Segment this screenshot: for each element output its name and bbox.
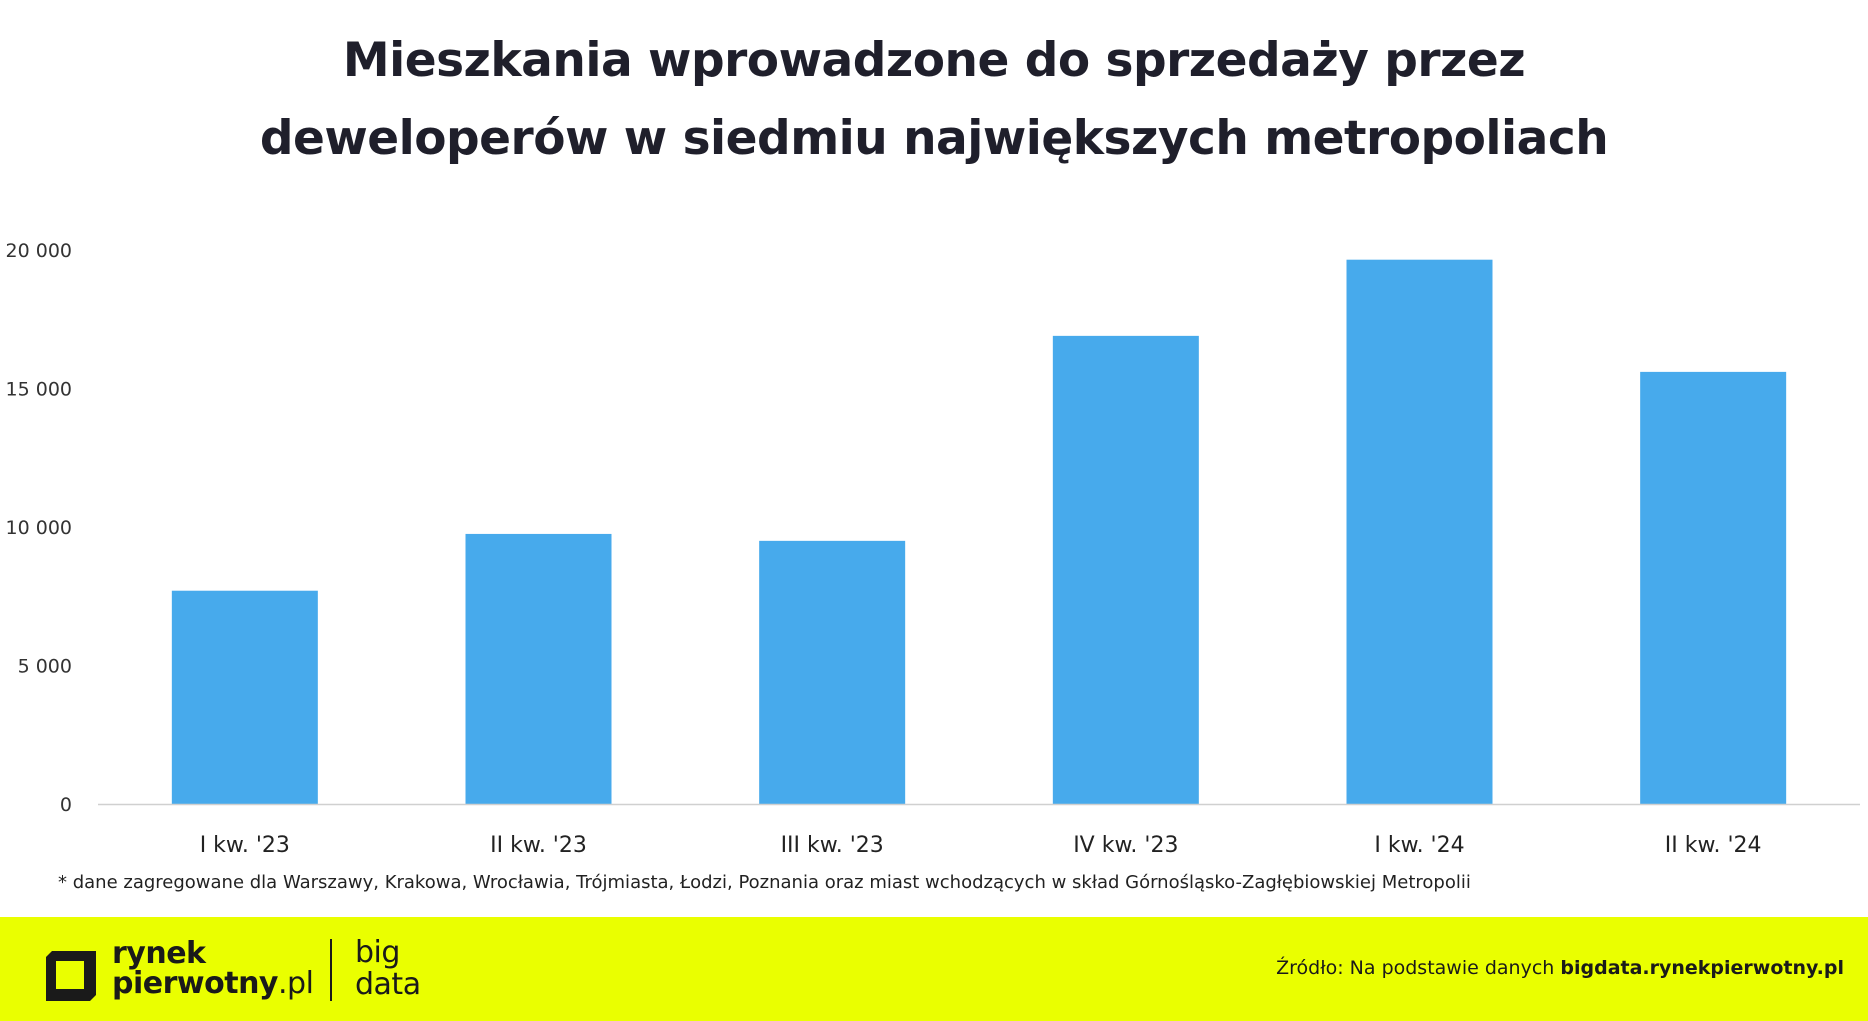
bar bbox=[1346, 259, 1493, 804]
chart-title: Mieszkania wprowadzone do sprzedaży prze… bbox=[0, 22, 1868, 178]
logo-divider bbox=[330, 939, 332, 1001]
y-tick-label: 15 000 bbox=[6, 379, 72, 401]
y-tick-label: 20 000 bbox=[6, 240, 72, 262]
source-site: bigdata.rynekpierwotny.pl bbox=[1560, 957, 1844, 979]
bar bbox=[759, 540, 906, 804]
x-tick-label: II kw. '23 bbox=[490, 833, 587, 858]
source-prefix: Źródło: Na podstawie danych bbox=[1276, 957, 1561, 979]
y-tick-label: 5 000 bbox=[18, 656, 72, 678]
source-note: Źródło: Na podstawie danych bigdata.ryne… bbox=[1276, 957, 1844, 979]
bigdata-logo-text: big data bbox=[355, 937, 421, 1001]
x-tick-label: I kw. '24 bbox=[1374, 833, 1464, 858]
bar-chart: 0 5 000 10 000 15 000 20 000 I kw. '23 II kw. … bbox=[6, 240, 1860, 858]
bar bbox=[1052, 335, 1199, 804]
x-tick-label: IV kw. '23 bbox=[1073, 833, 1178, 858]
y-tick-label: 10 000 bbox=[6, 517, 72, 539]
footnote: * dane zagregowane dla Warszawy, Krakowa… bbox=[58, 872, 1471, 893]
chart-title-line-1: Mieszkania wprowadzone do sprzedaży prze… bbox=[342, 33, 1526, 88]
sublogo-line-2: data bbox=[355, 967, 421, 1002]
bar bbox=[465, 533, 612, 804]
logo-line-2: pierwotny bbox=[112, 966, 278, 1001]
x-tick-label: I kw. '23 bbox=[200, 833, 290, 858]
y-tick-label: 0 bbox=[60, 794, 72, 816]
sublogo-line-1: big bbox=[355, 935, 400, 970]
x-tick-label: III kw. '23 bbox=[781, 833, 884, 858]
logo-line-1: rynek bbox=[112, 936, 206, 971]
footer-bar: rynek pierwotny.pl big data Źródło: Na p… bbox=[0, 917, 1868, 1021]
bar bbox=[1640, 371, 1787, 804]
rynekpierwotny-logo-text: rynek pierwotny.pl bbox=[112, 936, 314, 1001]
chart-title-line-2: deweloperów w siedmiu największych metro… bbox=[259, 111, 1609, 166]
rynekpierwotny-logo-icon bbox=[46, 951, 96, 1001]
bar bbox=[171, 590, 318, 804]
logo-suffix: .pl bbox=[277, 966, 314, 1001]
x-tick-label: II kw. '24 bbox=[1665, 833, 1762, 858]
